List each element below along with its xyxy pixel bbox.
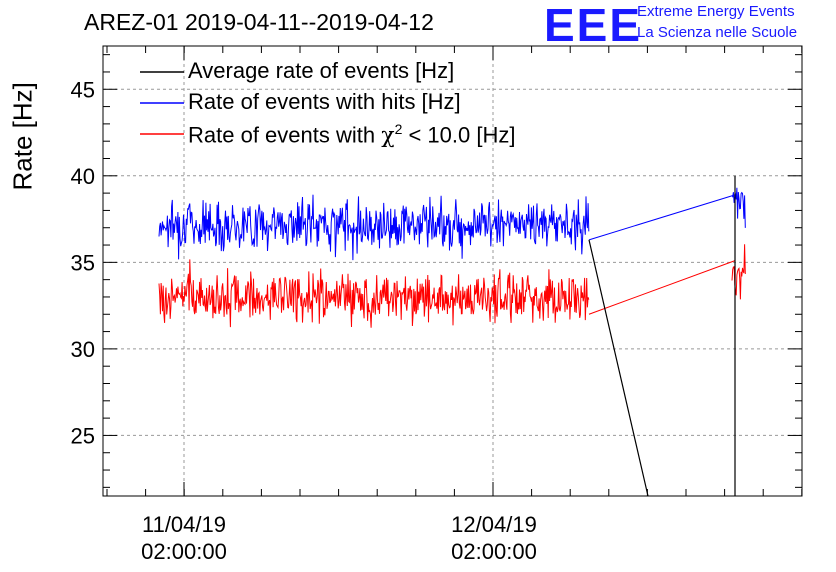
logo-line-1: Extreme Energy Events [637,3,795,20]
chi2-series-line [158,259,590,328]
x-tick-label-1: 12/04/19 02:00:00 [451,512,537,564]
y-tick-label: 35 [71,250,95,275]
x-tick-label-0: 11/04/19 02:00:00 [141,512,227,564]
average-series-line [588,175,736,497]
hits-gap-line [588,194,736,241]
legend-label-hits: Rate of events with hits [Hz] [188,89,461,114]
chi2-gap-line [588,260,736,315]
hits-series-line [158,194,590,261]
y-tick-label: 25 [71,423,95,448]
chi2-series-line-2 [731,244,746,300]
eee-logo: EEE [544,0,643,51]
plot-frame [102,45,803,497]
chart-title: AREZ-01 2019-04-11--2019-04-12 [84,9,434,35]
y-tick-label: 30 [71,337,95,362]
y-tick-label: 45 [71,77,95,102]
y-axis-label: Rate [Hz] [7,82,38,191]
y-tick-label: 40 [71,164,95,189]
hits-series-line-2 [731,187,746,228]
logo-line-2: La Scienza nelle Scuole [637,24,798,41]
legend-label-average: Average rate of events [Hz] [188,58,455,83]
legend-label-chi2: Rate of events with χ2 < 10.0 [Hz] [188,121,516,149]
